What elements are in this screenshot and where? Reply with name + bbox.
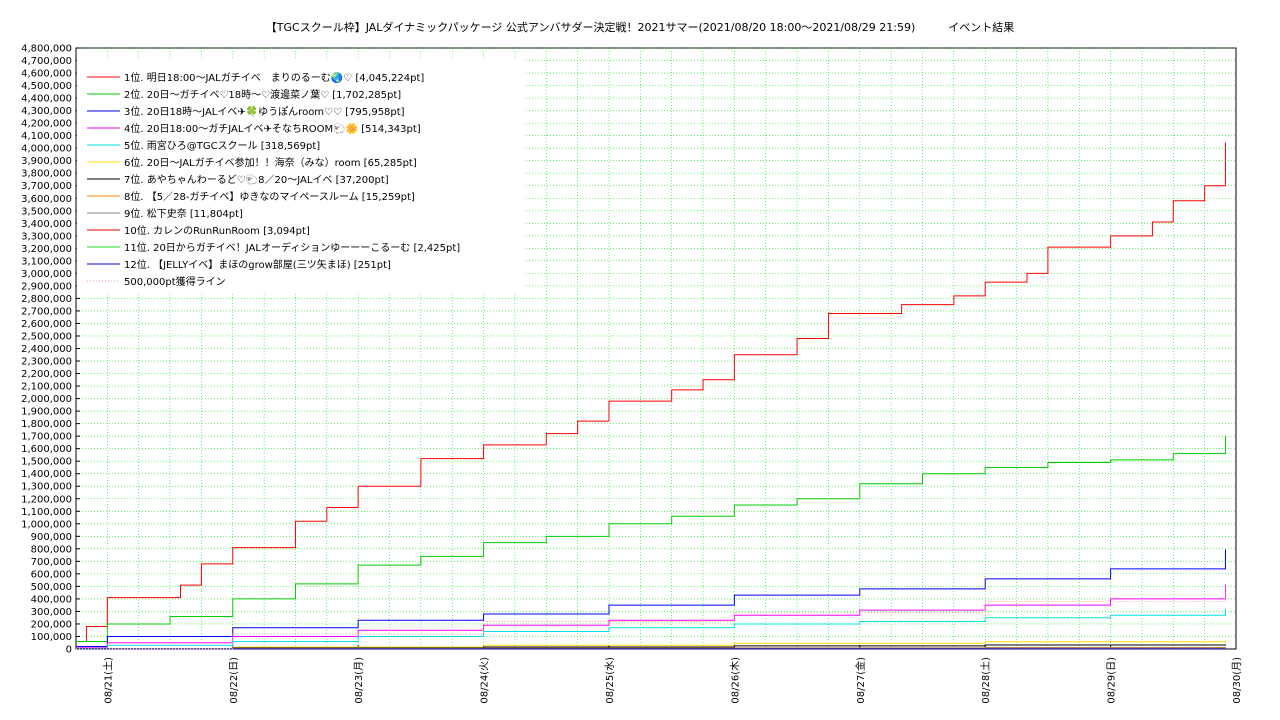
x-tick-label: 08/21(土) bbox=[101, 657, 114, 704]
y-tick-label: 2,300,000 bbox=[21, 357, 72, 368]
y-tick-label: 1,700,000 bbox=[21, 432, 72, 443]
legend-entry: 9位. 松下史奈 [11,804pt] bbox=[124, 207, 243, 220]
y-tick-label: 500,000 bbox=[31, 582, 72, 593]
y-tick-label: 1,400,000 bbox=[21, 469, 72, 480]
y-tick-label: 4,100,000 bbox=[21, 131, 72, 142]
y-tick-label: 4,600,000 bbox=[21, 69, 72, 80]
y-tick-label: 2,700,000 bbox=[21, 306, 72, 317]
y-tick-label: 2,800,000 bbox=[21, 294, 72, 305]
y-tick-label: 800,000 bbox=[31, 544, 72, 555]
y-tick-label: 1,800,000 bbox=[21, 419, 72, 430]
legend-entry: 4位. 20日18:00～ガチJALイベ✈そなちROOM🐑🌼 [514,343p… bbox=[124, 122, 421, 135]
x-tick-label: 08/22(日) bbox=[229, 657, 240, 704]
y-tick-label: 4,200,000 bbox=[21, 119, 72, 130]
y-tick-label: 3,600,000 bbox=[21, 194, 72, 205]
y-tick-label: 4,800,000 bbox=[21, 44, 72, 55]
x-tick-label: 08/24(火) bbox=[479, 657, 491, 704]
series-line-5 bbox=[76, 609, 1226, 649]
y-tick-label: 3,900,000 bbox=[21, 156, 72, 167]
x-tick-label: 08/26(木) bbox=[729, 657, 741, 704]
x-tick-label: 08/29(日) bbox=[1107, 657, 1118, 704]
y-tick-label: 4,300,000 bbox=[21, 106, 72, 117]
y-tick-label: 2,000,000 bbox=[21, 394, 72, 405]
y-tick-label: 3,000,000 bbox=[21, 269, 72, 280]
y-tick-label: 700,000 bbox=[31, 557, 72, 568]
y-tick-label: 2,100,000 bbox=[21, 382, 72, 393]
legend-entry: 11位. 20日からガチイベ！JALオーディションゆーーーこるーむ [2,425… bbox=[124, 241, 460, 254]
y-tick-label: 4,000,000 bbox=[21, 144, 72, 155]
legend-entry: 6位. 20日～JALガチイベ参加！！海奈（みな）room [65,285pt] bbox=[124, 156, 417, 169]
y-tick-label: 2,400,000 bbox=[21, 344, 72, 355]
y-tick-label: 1,100,000 bbox=[21, 507, 72, 518]
y-tick-label: 300,000 bbox=[31, 607, 72, 618]
y-tick-label: 1,200,000 bbox=[21, 494, 72, 505]
y-tick-label: 3,200,000 bbox=[21, 244, 72, 255]
y-tick-label: 2,900,000 bbox=[21, 281, 72, 292]
y-tick-label: 900,000 bbox=[31, 532, 72, 543]
series-line-2 bbox=[76, 435, 1226, 642]
legend-entry: 8位. 【5／28-ガチイベ】ゆきなのマイペースルーム [15,259pt] bbox=[124, 190, 415, 203]
y-tick-label: 1,500,000 bbox=[21, 457, 72, 468]
y-tick-label: 3,100,000 bbox=[21, 256, 72, 267]
x-tick-label: 08/23(月) bbox=[353, 657, 365, 704]
y-tick-label: 3,800,000 bbox=[21, 169, 72, 180]
y-tick-label: 3,400,000 bbox=[21, 219, 72, 230]
legend-entry: 3位. 20日18時～JALイベ✈🍀ゆうぽんroom♡♡ [795,958pt] bbox=[124, 105, 405, 118]
y-tick-label: 3,500,000 bbox=[21, 206, 72, 217]
x-tick-label: 08/27(金) bbox=[854, 657, 867, 704]
y-tick-label: 2,200,000 bbox=[21, 369, 72, 380]
y-tick-label: 2,600,000 bbox=[21, 319, 72, 330]
legend-entry: 10位. カレンのRunRunRoom [3,094pt] bbox=[124, 224, 310, 237]
y-tick-label: 4,700,000 bbox=[21, 56, 72, 67]
y-tick-label: 0 bbox=[66, 645, 72, 656]
legend-entry: 5位. 雨宮ひろ@TGCスクール [318,569pt] bbox=[124, 139, 320, 152]
series-line-1 bbox=[76, 142, 1226, 642]
legend-entry: 12位. 【JELLYイベ】まほのgrow部屋(三ツ矢まほ) [251pt] bbox=[124, 258, 391, 271]
legend-entry: 1位. 明日18:00～JALガチイベ まりのるーむ🌏♡ [4,045,224p… bbox=[124, 71, 424, 84]
y-tick-label: 200,000 bbox=[31, 619, 72, 630]
legend-box bbox=[77, 58, 525, 294]
x-tick-label: 08/25(水) bbox=[604, 657, 616, 704]
y-tick-label: 4,500,000 bbox=[21, 81, 72, 92]
y-tick-label: 1,900,000 bbox=[21, 407, 72, 418]
x-tick-label: 08/30(月) bbox=[1231, 657, 1243, 704]
x-tick-label: 08/28(土) bbox=[979, 657, 992, 704]
y-tick-label: 4,400,000 bbox=[21, 94, 72, 105]
legend-entry: 7位. あやちゃんわーるど♡🐑8／20～JALイベ [37,200pt] bbox=[124, 173, 389, 186]
y-tick-label: 3,700,000 bbox=[21, 181, 72, 192]
chart-title: 【TGCスクール枠】JALダイナミックパッケージ 公式アンバサダー決定戦！202… bbox=[265, 21, 1015, 34]
y-tick-label: 600,000 bbox=[31, 569, 72, 580]
y-tick-label: 400,000 bbox=[31, 594, 72, 605]
y-tick-label: 100,000 bbox=[31, 632, 72, 643]
y-tick-label: 2,500,000 bbox=[21, 331, 72, 342]
legend-entry: 500,000pt獲得ライン bbox=[124, 275, 226, 288]
y-tick-label: 3,300,000 bbox=[21, 231, 72, 242]
y-tick-label: 1,000,000 bbox=[21, 519, 72, 530]
y-tick-label: 1,600,000 bbox=[21, 444, 72, 455]
legend-entry: 2位. 20日～ガチイベ♡18時～♡渡邊菜ノ葉♡ [1,702,285pt] bbox=[124, 88, 401, 101]
y-tick-label: 1,300,000 bbox=[21, 482, 72, 493]
